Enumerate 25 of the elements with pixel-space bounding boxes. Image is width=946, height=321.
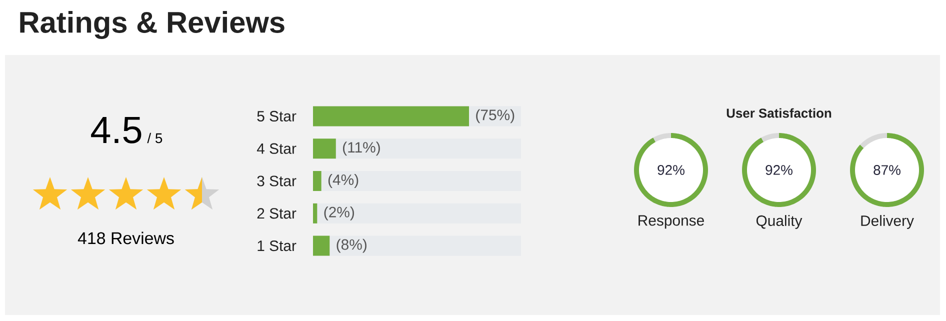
- text: Response: [638, 215, 704, 229]
- data-label: 87%: [874, 165, 900, 175]
- text: 4.5: [91, 116, 142, 144]
- bar: [313, 171, 322, 192]
- data-label: (2%): [324, 206, 354, 220]
- data-label: 92%: [766, 165, 792, 175]
- y-tick-label: 1 Star: [258, 240, 296, 252]
- y-tick-label: 4 Star: [256, 143, 296, 154]
- text: Quality: [756, 215, 802, 229]
- data-label: (4%): [328, 174, 358, 188]
- y-tick-label: 5 Star: [257, 110, 296, 122]
- bar: [313, 236, 330, 256]
- text: Ratings & Reviews: [20, 11, 284, 39]
- bar: [313, 138, 336, 159]
- y-tick-label: 2 Star: [257, 208, 296, 219]
- data-label: 92%: [658, 165, 684, 175]
- data-label: (75%): [476, 109, 514, 124]
- text: / 5: [147, 132, 162, 144]
- text: 418 Reviews: [78, 232, 174, 244]
- y-tick-label: 3 Star: [257, 176, 296, 186]
- bar: [313, 203, 318, 224]
- data-label: (11%): [343, 142, 380, 156]
- text: Delivery: [861, 215, 914, 229]
- text: User Satisfaction: [726, 108, 832, 118]
- data-label: (8%): [336, 238, 366, 253]
